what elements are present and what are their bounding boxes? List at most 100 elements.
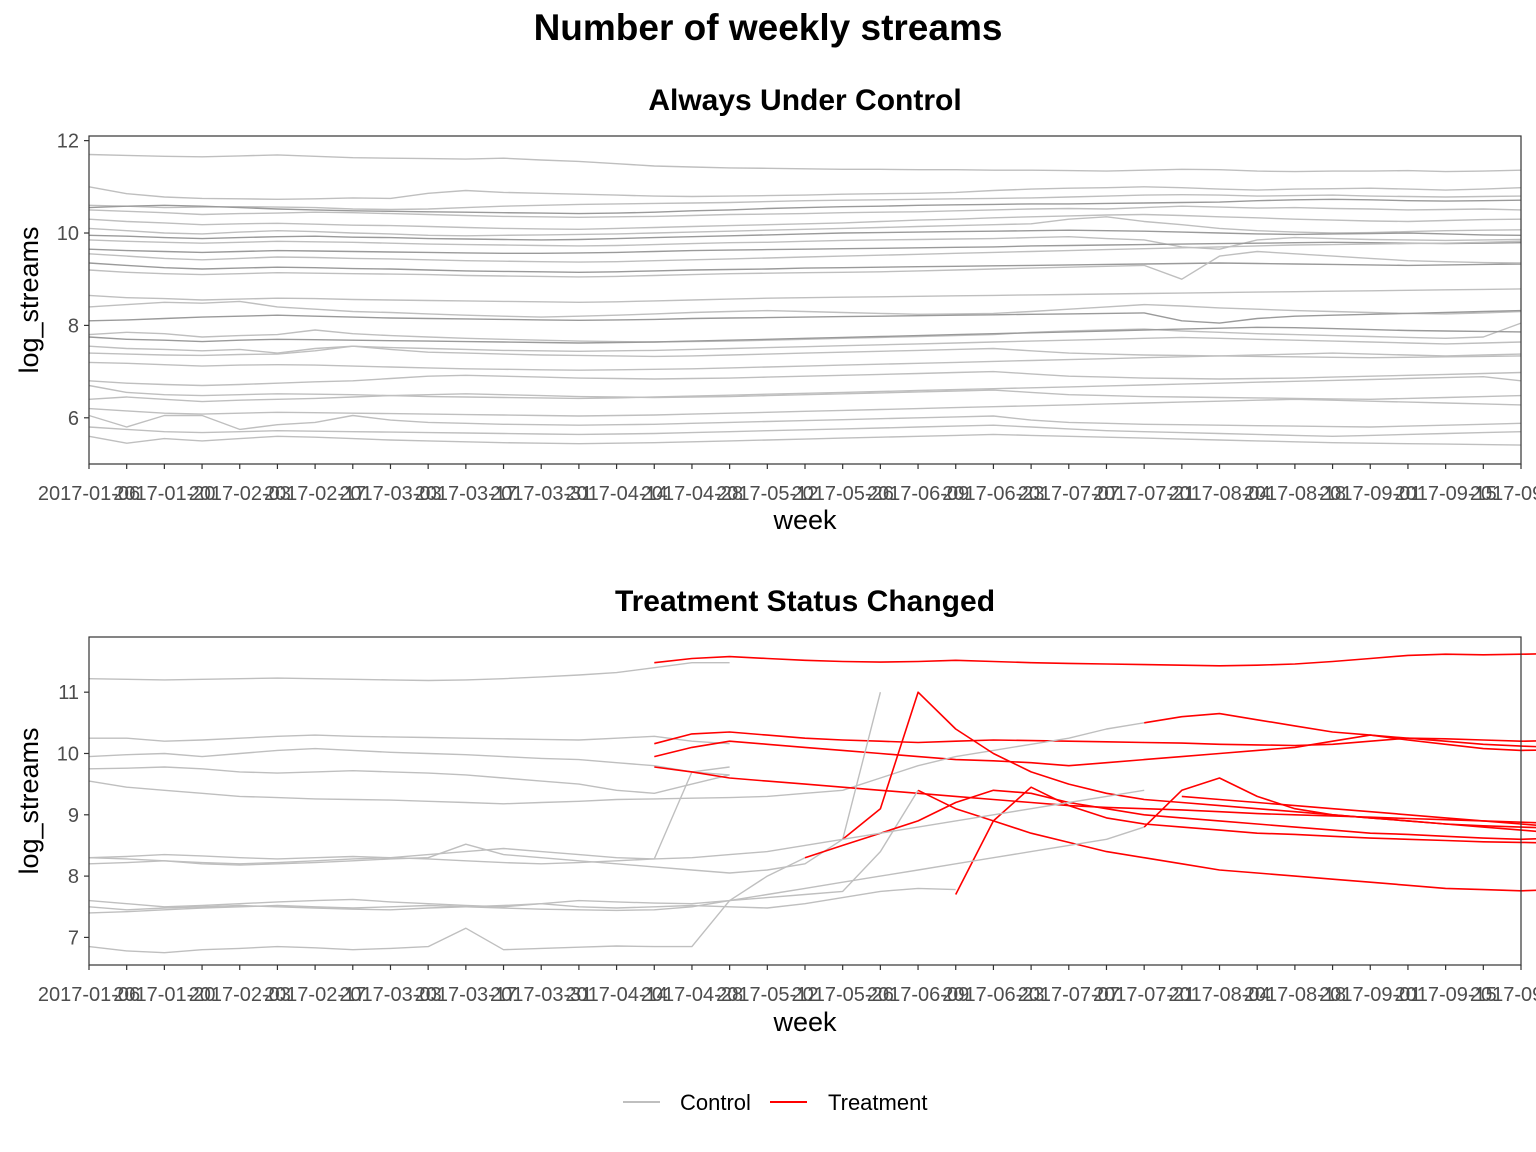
- x-tick-label: 2017-03-31: [490, 984, 592, 1006]
- panel-always-under-control: Always Under Control 6810122017-01-06201…: [14, 84, 1536, 535]
- x-tick-label: 2017-09-29: [1470, 483, 1536, 505]
- x-tick-label: 2017-03-17: [415, 483, 517, 505]
- series-line-control-17: [88, 326, 1522, 344]
- y-tick-label: 6: [68, 408, 79, 430]
- x-tick-label: 2017-05-26: [792, 483, 894, 505]
- x-tick-label: 2017-09-15: [1394, 483, 1496, 505]
- x-tick-label: 2017-07-21: [1093, 984, 1195, 1006]
- series-line-control-15: [88, 309, 1522, 324]
- series-line-control-1: [88, 186, 1522, 201]
- series-line-treatment-16: [954, 786, 1536, 895]
- series-line-control-11: [88, 692, 882, 874]
- x-tick-label: 2017-05-26: [792, 984, 894, 1006]
- x-tick-label: 2017-01-20: [113, 984, 215, 1006]
- series-line-control-0: [88, 153, 1522, 173]
- y-tick-label: 8: [68, 866, 79, 888]
- x-tick-label: 2017-08-04: [1168, 984, 1270, 1006]
- series-line-control-21: [88, 370, 1522, 387]
- series-line-control-9: [88, 241, 1522, 255]
- x-tick-label: 2017-01-20: [113, 483, 215, 505]
- x-tick-label: 2017-06-23: [942, 984, 1044, 1006]
- series-line-control-16: [88, 322, 1522, 343]
- x-tick-label: 2017-09-15: [1394, 984, 1496, 1006]
- series-line-control-19: [88, 345, 1522, 359]
- x-tick-label: 2017-08-18: [1244, 483, 1346, 505]
- x-tick-label: 2017-06-09: [867, 483, 969, 505]
- x-tick-label: 2017-09-29: [1470, 984, 1536, 1006]
- x-tick-label: 2017-06-23: [942, 483, 1044, 505]
- series-line-control-6: [88, 766, 730, 794]
- legend-label-control: Control: [680, 1090, 751, 1115]
- series-line-control-7: [88, 722, 1145, 805]
- series-line-control-7: [88, 229, 1522, 241]
- series-line-control-9: [88, 766, 730, 865]
- legend: Control Treatment: [623, 1090, 927, 1115]
- series-line-treatment-18: [1143, 777, 1536, 833]
- x-tick-label: 2017-03-03: [339, 984, 441, 1006]
- x-tick-label: 2017-02-03: [189, 483, 291, 505]
- x-tick-label: 2017-07-07: [1018, 984, 1120, 1006]
- panel-treatment-status-changed: Treatment Status Changed 7 8 9 10 11 2017-01-…: [14, 585, 1536, 1037]
- panel-title: Treatment Status Changed: [615, 585, 995, 618]
- series-line-control-22: [88, 376, 1522, 400]
- series-line-control-5: [88, 213, 1522, 231]
- series-line-treatment-12: [842, 691, 1536, 840]
- series-line-treatment-5: [654, 734, 1536, 767]
- x-tick-label: 2017-03-31: [490, 483, 592, 505]
- series-line-treatment-8: [1144, 712, 1536, 748]
- series-line-control-13: [88, 288, 1522, 303]
- y-tick-label: 11: [58, 682, 79, 704]
- series-line-control-14: [88, 300, 1522, 318]
- chart-title: Number of weekly streams: [534, 7, 1003, 48]
- series-line-control-26: [88, 424, 1522, 437]
- x-tick-label: 2017-04-28: [641, 984, 743, 1006]
- series-line-treatment-14: [917, 789, 1536, 892]
- series-line-control-15: [88, 887, 956, 911]
- panel-border: [88, 135, 1522, 465]
- y-tick-label: 8: [68, 315, 79, 337]
- x-tick-label: 2017-08-04: [1168, 483, 1270, 505]
- x-tick-label: 2017-02-03: [189, 984, 291, 1006]
- x-tick-label: 2017-05-12: [716, 984, 818, 1006]
- panel-title: Always Under Control: [648, 84, 961, 117]
- x-tick-label: 2017-04-14: [565, 984, 667, 1006]
- y-tick-label: 10: [57, 743, 79, 765]
- x-tick-label: 2017-08-18: [1244, 984, 1346, 1006]
- series-line-control-27: [88, 433, 1522, 446]
- x-tick-label: 2017-03-17: [415, 984, 517, 1006]
- series-line-control-0: [88, 662, 730, 682]
- x-tick-label: 2017-09-01: [1319, 984, 1421, 1006]
- series-line-control-25: [88, 414, 1522, 431]
- legend-label-treatment: Treatment: [828, 1090, 927, 1115]
- series-line-control-22: [88, 789, 1145, 865]
- series-line-control-3: [88, 205, 1522, 219]
- x-tick-label: 2017-02-17: [264, 984, 366, 1006]
- series-line-treatment-20: [804, 789, 1536, 859]
- series-line-control-2: [88, 193, 1522, 211]
- panel-border: [88, 636, 1522, 966]
- x-tick-label: 2017-03-03: [339, 483, 441, 505]
- series-line-treatment-10: [654, 766, 1536, 824]
- x-tick-label: 2017-07-07: [1018, 483, 1120, 505]
- y-tick-label: 10: [57, 223, 79, 245]
- series-line-control-6: [88, 216, 1522, 237]
- x-tick-label: 2017-04-28: [641, 483, 743, 505]
- series-line-control-11: [88, 262, 1522, 273]
- series-line-control-24: [88, 398, 1522, 417]
- series-line-control-23: [88, 389, 1522, 403]
- series-line-control-2: [89, 734, 730, 745]
- series-line-control-13: [88, 789, 919, 908]
- y-axis-label: log_streams: [14, 226, 44, 373]
- series-line-treatment-3: [654, 731, 1536, 747]
- series-line-treatment-1: [654, 653, 1536, 667]
- series-line-control-8: [88, 235, 1522, 250]
- x-tick-label: 2017-05-12: [716, 483, 818, 505]
- x-tick-label: 2017-06-09: [867, 984, 969, 1006]
- series-line-control-20: [88, 352, 1522, 371]
- x-axis-label: week: [772, 505, 837, 535]
- y-tick-label: 9: [68, 805, 79, 827]
- y-axis-label: log_streams: [14, 727, 44, 874]
- x-tick-label: 2017-04-14: [565, 483, 667, 505]
- plot-area: 6810122017-01-062017-01-202017-02-032017…: [38, 131, 1536, 505]
